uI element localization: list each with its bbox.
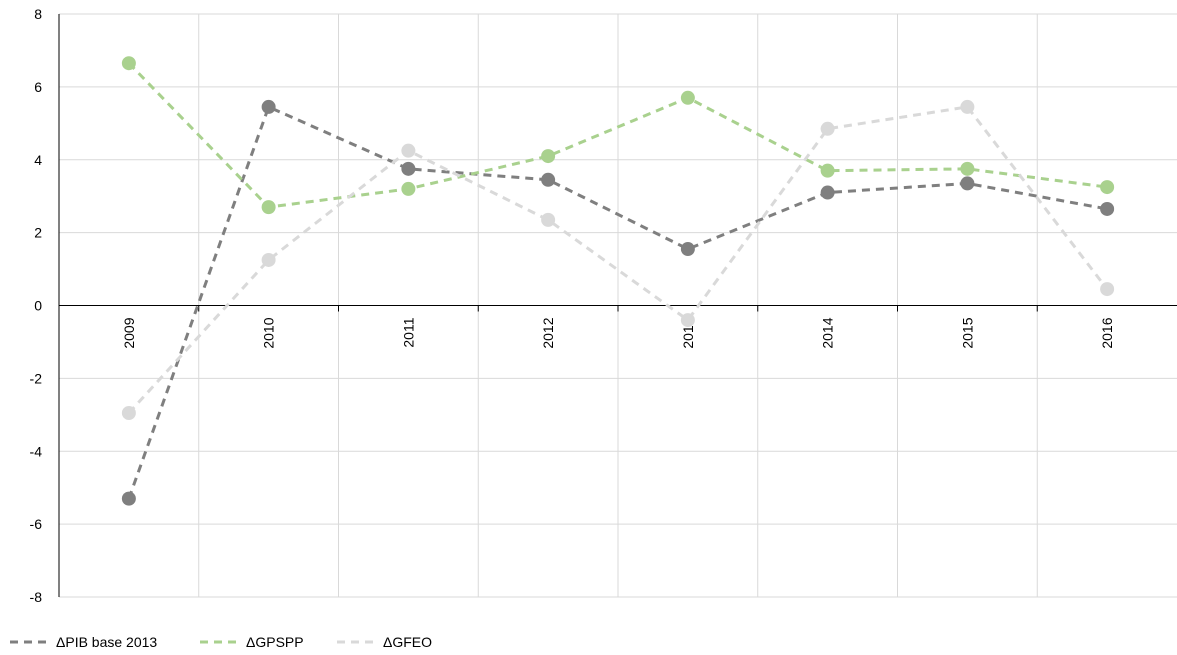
series-point xyxy=(541,212,556,227)
x-tick-label: 2014 xyxy=(820,317,836,348)
x-tick-label: 2011 xyxy=(400,317,416,347)
series-line xyxy=(127,105,1109,415)
series-point xyxy=(820,185,835,200)
x-tick-label: 2012 xyxy=(540,317,556,348)
series-point xyxy=(1100,282,1115,297)
series-point xyxy=(261,200,276,215)
series-point xyxy=(960,99,975,114)
legend-label: ΔGPSPP xyxy=(246,634,304,650)
y-tick-label: 2 xyxy=(34,225,42,241)
series-point xyxy=(820,121,835,136)
series-point xyxy=(541,149,556,164)
y-tick-label: 8 xyxy=(34,6,42,22)
y-tick-label: -8 xyxy=(30,589,43,605)
y-tick-label: -6 xyxy=(30,516,43,532)
y-tick-label: 0 xyxy=(34,298,42,314)
series-point xyxy=(820,163,835,178)
legend-label: ΔGFEO xyxy=(383,634,432,650)
series-point xyxy=(1100,180,1115,195)
y-tick-label: 4 xyxy=(34,152,42,168)
series-point xyxy=(261,252,276,267)
series-line xyxy=(127,62,1108,209)
series-point xyxy=(121,491,136,506)
series-point xyxy=(960,176,975,191)
y-tick-label: -2 xyxy=(30,370,43,386)
series-point xyxy=(680,242,695,257)
y-tick-label: 6 xyxy=(34,79,42,95)
series-point xyxy=(121,56,136,71)
y-tick-label: -4 xyxy=(30,443,43,459)
series-point xyxy=(541,172,556,187)
series-point xyxy=(680,313,695,328)
series-point xyxy=(121,405,136,420)
x-tick-label: 2015 xyxy=(959,317,975,348)
series-point xyxy=(401,161,416,176)
x-tick-label: 2010 xyxy=(261,317,277,348)
legend-label: ΔPIB base 2013 xyxy=(56,634,157,650)
series-point xyxy=(680,90,695,105)
x-tick-label: 2016 xyxy=(1099,317,1115,348)
series-line xyxy=(127,104,1108,500)
series-point xyxy=(960,161,975,176)
series-point xyxy=(261,99,276,114)
series-point xyxy=(1100,201,1115,216)
x-tick-label: 2009 xyxy=(121,317,137,348)
series-point xyxy=(401,181,416,196)
series-point xyxy=(401,143,416,158)
